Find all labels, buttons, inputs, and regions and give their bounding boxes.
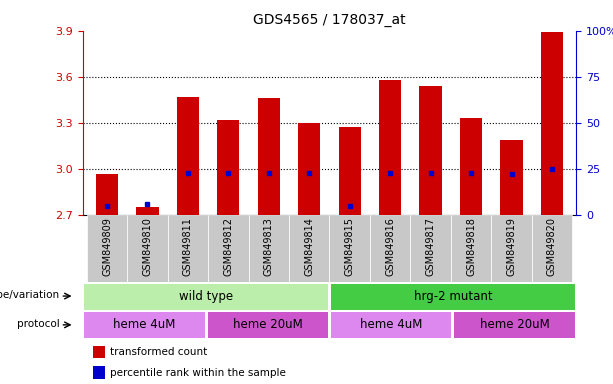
Bar xyxy=(419,86,442,215)
Bar xyxy=(541,32,563,215)
Bar xyxy=(410,215,451,282)
Text: heme 4uM: heme 4uM xyxy=(360,318,422,331)
Bar xyxy=(330,215,370,282)
Bar xyxy=(298,123,321,215)
Text: heme 4uM: heme 4uM xyxy=(113,318,176,331)
Bar xyxy=(208,313,328,338)
Text: heme 20uM: heme 20uM xyxy=(233,318,303,331)
Text: genotype/variation: genotype/variation xyxy=(0,290,59,300)
Text: GSM849820: GSM849820 xyxy=(547,217,557,276)
Bar xyxy=(128,215,168,282)
Bar xyxy=(451,215,491,282)
Bar xyxy=(379,80,402,215)
Text: GSM849814: GSM849814 xyxy=(304,217,314,276)
Bar xyxy=(84,313,205,338)
Title: GDS4565 / 178037_at: GDS4565 / 178037_at xyxy=(253,13,406,27)
Text: GSM849809: GSM849809 xyxy=(102,217,112,276)
Bar xyxy=(136,207,159,215)
Text: heme 20uM: heme 20uM xyxy=(479,318,549,331)
Bar xyxy=(331,284,575,310)
Text: GSM849819: GSM849819 xyxy=(506,217,517,276)
Text: hrg-2 mutant: hrg-2 mutant xyxy=(414,290,492,303)
Text: GSM849813: GSM849813 xyxy=(264,217,274,276)
Bar xyxy=(84,284,328,310)
Text: GSM849818: GSM849818 xyxy=(466,217,476,276)
Text: GSM849811: GSM849811 xyxy=(183,217,193,276)
Bar xyxy=(168,215,208,282)
Text: GSM849817: GSM849817 xyxy=(425,217,436,276)
Bar xyxy=(500,140,523,215)
Text: protocol: protocol xyxy=(17,319,59,329)
Text: transformed count: transformed count xyxy=(110,347,207,357)
Bar xyxy=(491,215,531,282)
Text: GSM849815: GSM849815 xyxy=(345,217,355,276)
Text: GSM849810: GSM849810 xyxy=(142,217,153,276)
Bar xyxy=(331,313,451,338)
Bar xyxy=(96,174,118,215)
Bar xyxy=(87,215,128,282)
Bar xyxy=(208,215,249,282)
Text: percentile rank within the sample: percentile rank within the sample xyxy=(110,367,286,377)
Bar xyxy=(257,98,280,215)
Bar xyxy=(93,346,105,358)
Bar xyxy=(454,313,575,338)
Bar xyxy=(249,215,289,282)
Bar xyxy=(93,366,105,379)
Bar xyxy=(177,97,199,215)
Bar xyxy=(460,118,482,215)
Text: GSM849816: GSM849816 xyxy=(385,217,395,276)
Text: wild type: wild type xyxy=(179,290,233,303)
Bar xyxy=(370,215,410,282)
Bar xyxy=(289,215,330,282)
Bar xyxy=(338,127,361,215)
Bar xyxy=(531,215,572,282)
Text: GSM849812: GSM849812 xyxy=(223,217,234,276)
Bar xyxy=(217,120,240,215)
